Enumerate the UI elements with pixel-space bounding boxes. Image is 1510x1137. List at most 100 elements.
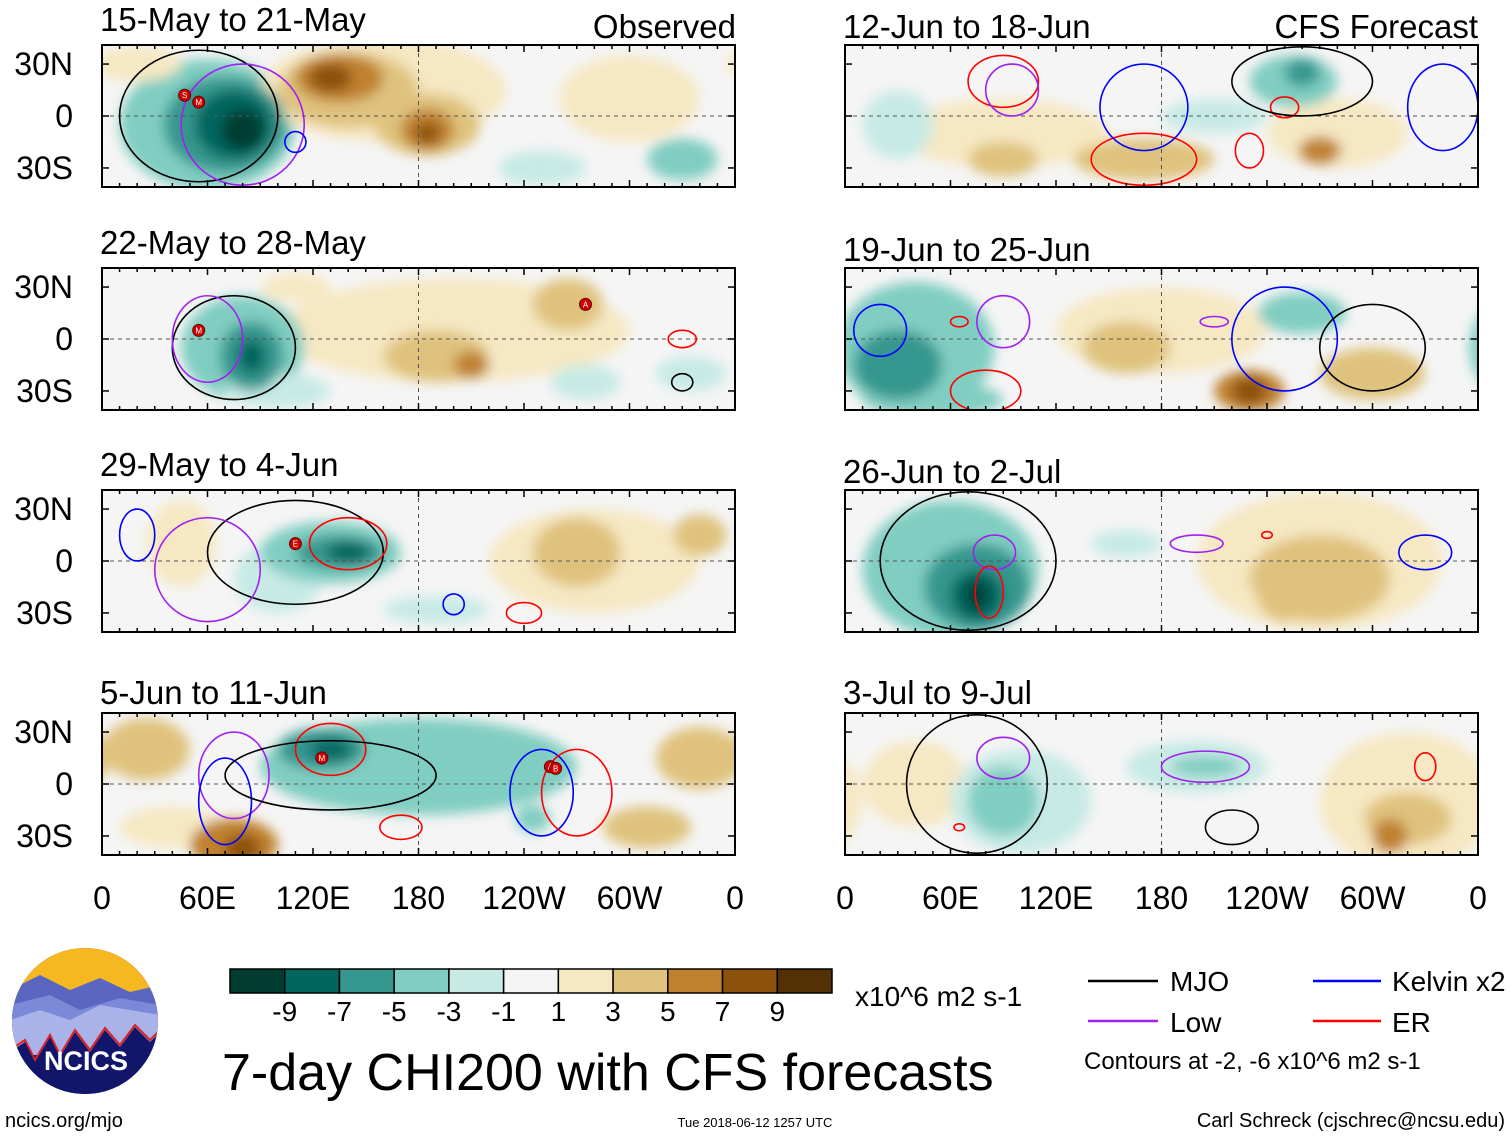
- anomaly-shade: [1258, 292, 1347, 334]
- storm-marker: E: [288, 537, 302, 551]
- contour-mjo: [118, 49, 279, 183]
- lat-label: 30N: [14, 269, 73, 305]
- colorbar-swatch: [776, 968, 833, 994]
- contour-low: [1160, 750, 1251, 784]
- contour-er: [540, 748, 613, 837]
- anomaly-shade: [779, 500, 849, 587]
- anomaly-shade: [1170, 756, 1241, 778]
- anomaly-shade: [1487, 330, 1510, 399]
- contour-low: [984, 63, 1040, 117]
- anomaly-shade: [1372, 818, 1408, 854]
- anomaly-shade: [383, 595, 489, 624]
- map-panel: [844, 44, 1479, 188]
- anomaly-shade: [515, 804, 551, 833]
- anomaly-shade: [1496, 741, 1510, 828]
- map-panel: MAB: [101, 712, 859, 856]
- contour-low: [1169, 534, 1224, 554]
- contour-mjo: [224, 739, 437, 811]
- anomaly-shade: [862, 740, 969, 828]
- lat-label: 0: [55, 98, 73, 134]
- latitude-labels: 30N 0 30S 30N 0 30S 30N 0 30S 30N 0 30S: [14, 46, 73, 854]
- svg-text:A: A: [583, 300, 589, 309]
- colorbar-swatch: [721, 968, 779, 994]
- panel-title: 15-May to 21-May: [100, 1, 366, 38]
- anomaly-shade: [225, 834, 261, 855]
- contour-low: [972, 534, 1017, 571]
- lat-label: 30S: [16, 595, 73, 631]
- anomaly-shade: [1091, 529, 1162, 558]
- anomaly-shade: [221, 109, 264, 151]
- contour-er: [294, 722, 367, 777]
- colorbar-tick-label: -5: [382, 996, 407, 1027]
- colorbar-tick-label: -9: [272, 996, 297, 1027]
- contour-kelvin: [509, 748, 575, 837]
- colorbar-tick-label: -3: [436, 996, 461, 1027]
- contour-er: [1260, 530, 1274, 540]
- anomaly-shade: [966, 581, 988, 610]
- svg-text:B: B: [553, 764, 558, 773]
- forecast-label: CFS Forecast: [1274, 8, 1478, 45]
- anomaly-shade: [731, 793, 819, 845]
- legend-label: MJO: [1170, 966, 1229, 997]
- colorbar-tick-label: 5: [660, 996, 676, 1027]
- anomaly-shade: [740, 819, 775, 854]
- anomaly-shade: [655, 356, 727, 391]
- lat-label: 30S: [16, 150, 73, 186]
- author-credit: Carl Schreck (cjschrec@ncsu.edu): [1197, 1110, 1505, 1132]
- contour-er: [379, 814, 423, 841]
- lon-label: 60W: [1340, 880, 1407, 916]
- timestamp: Tue 2018-06-12 1257 UTC: [678, 1115, 833, 1130]
- lon-label: 120W: [482, 880, 566, 916]
- contour-mjo: [905, 713, 1049, 854]
- anomaly-shade: [1231, 377, 1267, 405]
- colorbar-tick-label: 9: [769, 996, 785, 1027]
- lat-label: 30N: [14, 46, 73, 82]
- colorbar-tick-label: -7: [327, 996, 352, 1027]
- anomaly-shade: [726, 53, 735, 75]
- anomaly-shade: [1284, 58, 1320, 87]
- contour-mjo: [206, 499, 385, 606]
- colorbar-swatch: [502, 968, 560, 994]
- anomaly-shade: [260, 273, 331, 301]
- lon-label: 0: [836, 880, 854, 916]
- anomaly-shade: [414, 122, 440, 144]
- contour-low: [976, 736, 1031, 780]
- contour-kelvin: [197, 757, 253, 846]
- anomaly-shade: [1258, 569, 1311, 622]
- colorbar-swatch: [448, 968, 505, 994]
- lon-label: 60E: [179, 880, 236, 916]
- contour-low: [197, 731, 270, 820]
- panel-title: 29-May to 4-Jun: [100, 446, 338, 483]
- storm-marker: S: [178, 88, 192, 102]
- contour-er: [1234, 132, 1265, 169]
- observed-label: Observed: [593, 8, 736, 45]
- website-link[interactable]: ncics.org/mjo: [5, 1110, 123, 1132]
- lon-label: 0: [93, 880, 111, 916]
- contour-er: [967, 54, 1040, 109]
- colorbar-swatch: [338, 968, 395, 994]
- contour-er: [953, 823, 966, 832]
- anomaly-shade: [102, 739, 111, 777]
- contour-kelvin: [1099, 63, 1189, 152]
- colorbar-tick-label: -1: [491, 996, 516, 1027]
- legend: MJO Kelvin x2 Low ER Contours at -2, -6 …: [1084, 966, 1506, 1075]
- lon-label: 180: [1135, 880, 1188, 916]
- anomaly-shade: [753, 807, 859, 849]
- colorbar-swatch: [557, 968, 614, 994]
- panel-title: 3-Jul to 9-Jul: [843, 674, 1032, 711]
- contour-low: [153, 516, 262, 623]
- contour-kelvin: [442, 593, 466, 616]
- anomaly-shade: [550, 364, 621, 400]
- lat-label: 30S: [16, 818, 73, 854]
- longitude-labels: 0 60E 120E 180 120W 60W 0 0 60E 120E 180 120W 60W 0: [93, 880, 1487, 916]
- lon-label: 120E: [276, 880, 351, 916]
- legend-label: Low: [1170, 1007, 1222, 1038]
- anomaly-shade: [862, 90, 933, 160]
- anomaly-shade: [102, 718, 190, 781]
- contour-er: [949, 369, 1022, 410]
- lon-label: 60W: [597, 880, 664, 916]
- anomaly-shade: [327, 541, 370, 563]
- svg-text:M: M: [195, 326, 202, 335]
- anomaly-shade: [559, 55, 700, 142]
